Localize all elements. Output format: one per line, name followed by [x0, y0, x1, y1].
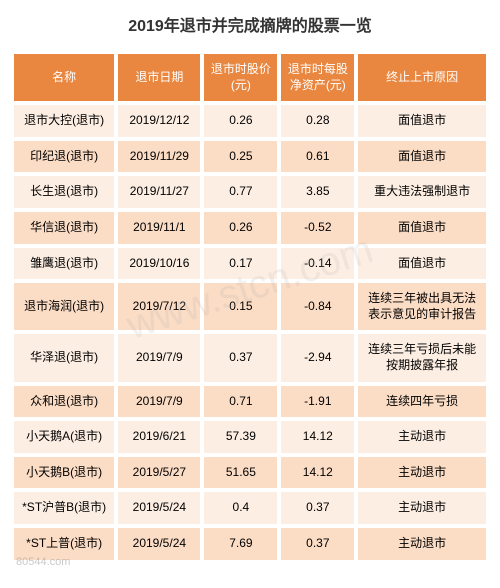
cell-nav: 0.28	[281, 105, 354, 137]
cell-reason: 面值退市	[358, 105, 486, 137]
cell-nav: 0.61	[281, 141, 354, 173]
table-row: 华泽退(退市)2019/7/90.37-2.94连续三年亏损后未能按期披露年报	[14, 334, 486, 381]
cell-date: 2019/11/1	[118, 212, 200, 244]
cell-date: 2019/7/9	[118, 334, 200, 381]
cell-reason: 主动退市	[358, 457, 486, 489]
cell-nav: -2.94	[281, 334, 354, 381]
table-row: 长生退(退市)2019/11/270.773.85重大违法强制退市	[14, 176, 486, 208]
cell-name: 华泽退(退市)	[14, 334, 114, 381]
cell-reason: 重大违法强制退市	[358, 176, 486, 208]
table-row: 小天鹅B(退市)2019/5/2751.6514.12主动退市	[14, 457, 486, 489]
col-header-2: 退市时股价(元)	[204, 54, 277, 101]
cell-nav: -0.14	[281, 248, 354, 280]
cell-reason: 面值退市	[358, 248, 486, 280]
cell-name: 退市大控(退市)	[14, 105, 114, 137]
cell-reason: 连续四年亏损	[358, 386, 486, 418]
cell-name: 退市海润(退市)	[14, 283, 114, 330]
cell-reason: 主动退市	[358, 528, 486, 560]
cell-reason: 连续三年亏损后未能按期披露年报	[358, 334, 486, 381]
footer-mark: 80544.com	[16, 556, 70, 568]
cell-reason: 面值退市	[358, 141, 486, 173]
cell-name: 小天鹅A(退市)	[14, 421, 114, 453]
table-row: 退市海润(退市)2019/7/120.15-0.84连续三年被出具无法表示意见的…	[14, 283, 486, 330]
cell-date: 2019/11/29	[118, 141, 200, 173]
table-row: *ST沪普B(退市)2019/5/240.40.37主动退市	[14, 492, 486, 524]
table-row: 退市大控(退市)2019/12/120.260.28面值退市	[14, 105, 486, 137]
cell-nav: 0.37	[281, 528, 354, 560]
cell-name: *ST沪普B(退市)	[14, 492, 114, 524]
cell-price: 0.26	[204, 212, 277, 244]
cell-nav: 14.12	[281, 421, 354, 453]
col-header-3: 退市时每股净资产(元)	[281, 54, 354, 101]
cell-name: 雏鹰退(退市)	[14, 248, 114, 280]
cell-price: 0.77	[204, 176, 277, 208]
cell-name: 华信退(退市)	[14, 212, 114, 244]
table-row: 小天鹅A(退市)2019/6/2157.3914.12主动退市	[14, 421, 486, 453]
cell-price: 0.17	[204, 248, 277, 280]
col-header-1: 退市日期	[118, 54, 200, 101]
cell-date: 2019/10/16	[118, 248, 200, 280]
cell-nav: 14.12	[281, 457, 354, 489]
cell-name: 印纪退(退市)	[14, 141, 114, 173]
delist-table: 名称退市日期退市时股价(元)退市时每股净资产(元)终止上市原因 退市大控(退市)…	[10, 50, 490, 564]
table-row: 雏鹰退(退市)2019/10/160.17-0.14面值退市	[14, 248, 486, 280]
cell-price: 7.69	[204, 528, 277, 560]
cell-price: 0.71	[204, 386, 277, 418]
table-row: 众和退(退市)2019/7/90.71-1.91连续四年亏损	[14, 386, 486, 418]
cell-date: 2019/11/27	[118, 176, 200, 208]
cell-reason: 连续三年被出具无法表示意见的审计报告	[358, 283, 486, 330]
cell-reason: 面值退市	[358, 212, 486, 244]
cell-nav: -1.91	[281, 386, 354, 418]
cell-date: 2019/5/24	[118, 528, 200, 560]
cell-date: 2019/6/21	[118, 421, 200, 453]
col-header-0: 名称	[14, 54, 114, 101]
cell-price: 0.15	[204, 283, 277, 330]
cell-price: 0.25	[204, 141, 277, 173]
cell-name: 众和退(退市)	[14, 386, 114, 418]
cell-name: 小天鹅B(退市)	[14, 457, 114, 489]
cell-reason: 主动退市	[358, 492, 486, 524]
table-row: *ST上普(退市)2019/5/247.690.37主动退市	[14, 528, 486, 560]
cell-name: 长生退(退市)	[14, 176, 114, 208]
cell-price: 51.65	[204, 457, 277, 489]
cell-date: 2019/7/12	[118, 283, 200, 330]
cell-nav: 0.37	[281, 492, 354, 524]
cell-price: 0.37	[204, 334, 277, 381]
cell-date: 2019/5/27	[118, 457, 200, 489]
cell-nav: 3.85	[281, 176, 354, 208]
cell-price: 57.39	[204, 421, 277, 453]
page-title: 2019年退市并完成摘牌的股票一览	[10, 12, 490, 36]
cell-reason: 主动退市	[358, 421, 486, 453]
cell-date: 2019/5/24	[118, 492, 200, 524]
cell-date: 2019/12/12	[118, 105, 200, 137]
col-header-4: 终止上市原因	[358, 54, 486, 101]
cell-price: 0.4	[204, 492, 277, 524]
cell-nav: -0.84	[281, 283, 354, 330]
cell-date: 2019/7/9	[118, 386, 200, 418]
cell-nav: -0.52	[281, 212, 354, 244]
table-row: 华信退(退市)2019/11/10.26-0.52面值退市	[14, 212, 486, 244]
table-row: 印纪退(退市)2019/11/290.250.61面值退市	[14, 141, 486, 173]
cell-price: 0.26	[204, 105, 277, 137]
